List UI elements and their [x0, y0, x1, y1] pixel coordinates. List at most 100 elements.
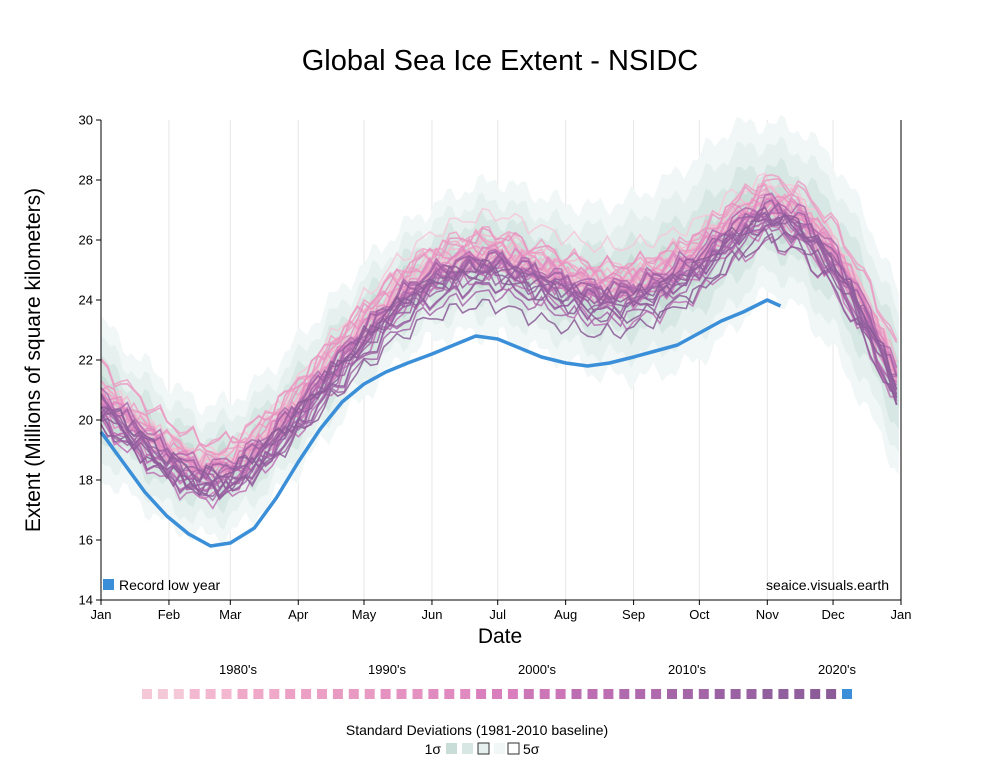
std-swatch-2	[462, 743, 473, 754]
plot-area: 14 16 18 20 22 24 26 28 30 Jan Feb Mar Apr May Jun Jul A…	[79, 113, 912, 623]
year-line	[100, 212, 898, 497]
year-line	[100, 206, 898, 482]
record-low-line	[99, 298, 782, 548]
x-tick-label: Jun	[421, 607, 442, 622]
year-line	[100, 217, 898, 501]
y-tick-label: 22	[79, 353, 93, 368]
record-low-line-group	[99, 298, 782, 548]
year-swatch	[332, 689, 343, 699]
year-swatch	[635, 689, 646, 699]
year-swatch	[189, 689, 200, 699]
year-swatch	[651, 689, 662, 699]
x-tick-label: Apr	[288, 607, 309, 622]
year-swatch	[221, 689, 232, 699]
year-swatch	[794, 689, 805, 699]
year-swatch	[412, 689, 423, 699]
std-dev-legend: Standard Deviations (1981-2010 baseline)…	[346, 722, 608, 757]
x-tick-label: Mar	[219, 607, 242, 622]
year-swatch	[269, 689, 280, 699]
decade-legend: 1980's 1990's 2000's 2010's 2020's	[142, 662, 856, 699]
record-low-swatch	[103, 579, 114, 590]
std-dev-high-label: 5σ	[523, 741, 540, 757]
year-line	[100, 219, 898, 498]
source-label: seaice.visuals.earth	[766, 577, 889, 593]
year-lines	[100, 172, 898, 510]
year-line	[100, 184, 898, 471]
year-swatch	[428, 689, 439, 699]
year-line	[100, 194, 897, 467]
y-axis-title: Extent (Millions of square kilometers)	[22, 188, 45, 532]
std-swatch-5	[507, 742, 520, 755]
year-swatch	[253, 689, 264, 699]
year-swatch	[539, 689, 550, 699]
x-tick-label: Feb	[158, 607, 180, 622]
y-tick-label: 24	[79, 293, 93, 308]
year-swatch	[364, 689, 375, 699]
year-swatch	[173, 689, 184, 699]
year-swatch	[523, 689, 534, 699]
x-tick-label: Jan	[91, 607, 112, 622]
std-dev-title: Standard Deviations (1981-2010 baseline)	[346, 722, 608, 738]
year-swatch	[396, 689, 407, 699]
year-swatch	[571, 689, 582, 699]
decade-label-2020s: 2020's	[818, 662, 856, 677]
year-swatch	[667, 689, 677, 699]
y-tick-label: 16	[79, 533, 93, 548]
year-swatch	[555, 689, 566, 699]
year-swatch	[237, 689, 248, 699]
year-swatch	[826, 689, 837, 699]
x-tick-label: Dec	[821, 607, 845, 622]
x-tick-label: Jul	[489, 607, 506, 622]
year-swatch	[142, 689, 152, 699]
y-tick-label: 14	[79, 593, 93, 608]
std-swatch-1	[446, 743, 457, 754]
year-swatch	[380, 689, 391, 699]
year-line	[100, 227, 898, 500]
std-dev-low-label: 1σ	[425, 741, 442, 757]
year-swatch	[157, 689, 168, 699]
year-swatch	[619, 689, 630, 699]
year-swatch	[682, 689, 693, 699]
year-line	[100, 192, 898, 474]
year-swatch	[348, 689, 359, 699]
x-tick-label: Nov	[756, 607, 780, 622]
y-tick-label: 28	[79, 173, 93, 188]
x-tick-label: May	[352, 607, 377, 622]
year-swatch	[746, 689, 757, 699]
year-swatch	[285, 689, 296, 699]
x-axis-title: Date	[478, 625, 522, 648]
y-tick-label: 26	[79, 233, 93, 248]
y-tick-label: 18	[79, 473, 93, 488]
year-color-swatches	[142, 689, 852, 699]
year-swatch	[778, 689, 789, 699]
axes: 14 16 18 20 22 24 26 28 30 Jan Feb Mar Apr May Jun Jul A…	[79, 113, 912, 623]
year-swatch	[507, 689, 518, 699]
chart-title: Global Sea Ice Extent - NSIDC	[302, 45, 699, 77]
x-tick-label: Aug	[554, 607, 577, 622]
year-swatch	[730, 689, 741, 699]
year-swatch	[301, 689, 312, 699]
x-tick-label: Jan	[891, 607, 912, 622]
year-swatch	[492, 689, 502, 699]
decade-label-2000s: 2000's	[518, 662, 556, 677]
y-tick-label: 30	[79, 113, 93, 128]
year-swatch	[714, 689, 725, 699]
year-swatch	[460, 689, 471, 699]
year-swatch	[762, 689, 773, 699]
year-swatch	[698, 689, 709, 699]
y-tick-label: 20	[79, 413, 93, 428]
year-swatch	[476, 689, 487, 699]
year-swatch	[842, 689, 852, 699]
year-line	[100, 232, 898, 496]
decade-label-1980s: 1980's	[219, 662, 257, 677]
record-low-label: Record low year	[119, 577, 220, 593]
year-swatch	[444, 689, 455, 699]
x-tick-label: Sep	[622, 607, 645, 622]
x-tick-label: Oct	[689, 607, 710, 622]
year-swatch	[205, 689, 216, 699]
decade-label-1990s: 1990's	[368, 662, 406, 677]
year-swatch	[317, 689, 327, 699]
record-low-legend: Record low year	[103, 577, 220, 593]
std-swatch-3	[477, 742, 490, 755]
